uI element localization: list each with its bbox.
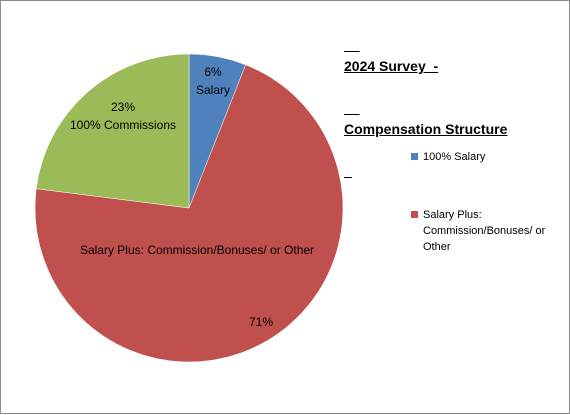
legend-label-salary-plus: Salary Plus: Commission/Bonuses/ or Other <box>423 207 570 255</box>
data-label-percent-salary: 6% <box>204 65 222 79</box>
pie-slice-commissions <box>35 53 190 209</box>
data-label-category-salary-plus: Salary Plus: Commission/Bonuses/ or Othe… <box>80 243 314 257</box>
chart-title-line-2: Compensation Structure <box>344 121 508 137</box>
data-label-category-commissions: 100% Commissions <box>70 118 176 132</box>
legend-swatch-salary <box>411 153 418 160</box>
legend-label-line: Salary Plus: <box>423 209 482 221</box>
pie-slice-salary-plus <box>34 64 344 363</box>
legend-label-salary: 100% Salary <box>423 149 570 165</box>
legend-label-line: Other <box>423 241 451 253</box>
legend-label-line: Commission/Bonuses/ or <box>423 225 546 237</box>
chart-title: 2024 Survey - Compensation Structure <box>344 14 507 182</box>
data-label-percent-salary-plus: 71% <box>249 315 273 329</box>
legend-label-line: 100% Salary <box>423 151 486 163</box>
chart-title-line-1: 2024 Survey - <box>344 58 439 74</box>
legend-swatch-salary-plus <box>411 211 418 218</box>
data-label-percent-commissions: 23% <box>111 100 135 114</box>
data-label-category-salary: Salary <box>196 83 230 97</box>
